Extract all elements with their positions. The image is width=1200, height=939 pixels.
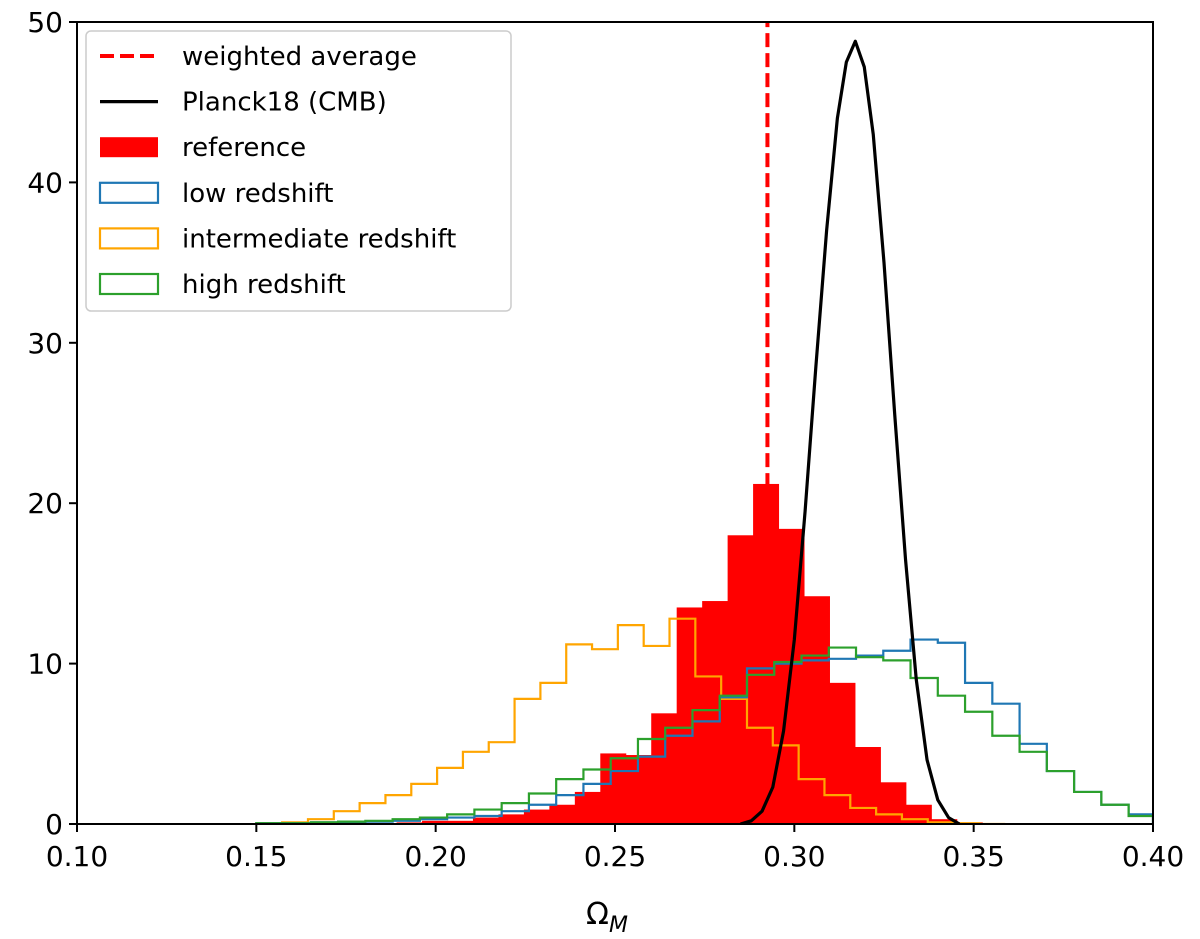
plot-area: [255, 22, 1153, 824]
reference-bar: [829, 682, 856, 824]
y-tick-label: 10: [27, 648, 63, 681]
x-tick-label: 0.10: [46, 840, 108, 873]
legend-label-planck: Planck18 (CMB): [182, 88, 387, 118]
legend-swatch-low: [98, 181, 160, 204]
x-tick-label: 0.30: [763, 840, 825, 873]
reference-bar: [472, 817, 499, 824]
legend-swatch-intermediate: [98, 227, 160, 250]
reference-bar: [422, 820, 449, 824]
reference-bar: [727, 535, 754, 824]
reference-bar: [447, 820, 474, 824]
x-axis-label: ΩM: [586, 897, 628, 938]
x-tick-label: 0.20: [404, 840, 466, 873]
y-tick-label: 0: [45, 808, 63, 841]
reference-bar: [549, 804, 576, 824]
legend-label-weighted_average: weighted average: [182, 42, 417, 72]
reference-bar: [574, 791, 601, 824]
legend-box: [85, 30, 512, 312]
x-tick-label: 0.15: [225, 840, 287, 873]
reference-bar: [523, 809, 550, 824]
y-tick-label: 20: [27, 487, 63, 520]
intermediate-redshift-step: [255, 617, 1006, 824]
legend-swatch-high: [98, 272, 160, 296]
reference-bar: [753, 483, 780, 824]
plot-frame: [76, 21, 1154, 825]
reference-bar: [498, 814, 525, 824]
x-tick-label: 0.25: [584, 840, 646, 873]
legend: weighted average Planck18 (CMB) reference l…: [85, 30, 512, 312]
y-tick-label: 50: [27, 6, 63, 39]
legend-label-high: high redshift: [182, 270, 346, 300]
x-tick-label: 0.40: [1122, 840, 1184, 873]
reference-bar: [702, 601, 729, 824]
x-tick-label: 0.35: [942, 840, 1004, 873]
legend-label-intermediate: intermediate redshift: [182, 224, 456, 254]
y-axis: 0 10 20 30 40 50: [27, 6, 77, 841]
high-redshift-step: [255, 646, 1153, 824]
planck18-line: [740, 39, 961, 824]
reference-bar: [676, 607, 703, 824]
x-axis-label-subscript: M: [609, 913, 628, 938]
legend-swatch-reference: [100, 137, 158, 158]
legend-label-low: low redshift: [182, 179, 333, 209]
y-tick-label: 40: [27, 166, 63, 199]
reference-bar: [804, 596, 830, 824]
x-axis: 0.10 0.15 0.20 0.25 0.30 0.35 0.40: [46, 824, 1184, 873]
x-axis-label-symbol: Ω: [586, 897, 609, 932]
legend-label-reference: reference: [182, 133, 306, 163]
y-tick-label: 30: [27, 327, 63, 360]
reference-bar: [600, 753, 627, 824]
